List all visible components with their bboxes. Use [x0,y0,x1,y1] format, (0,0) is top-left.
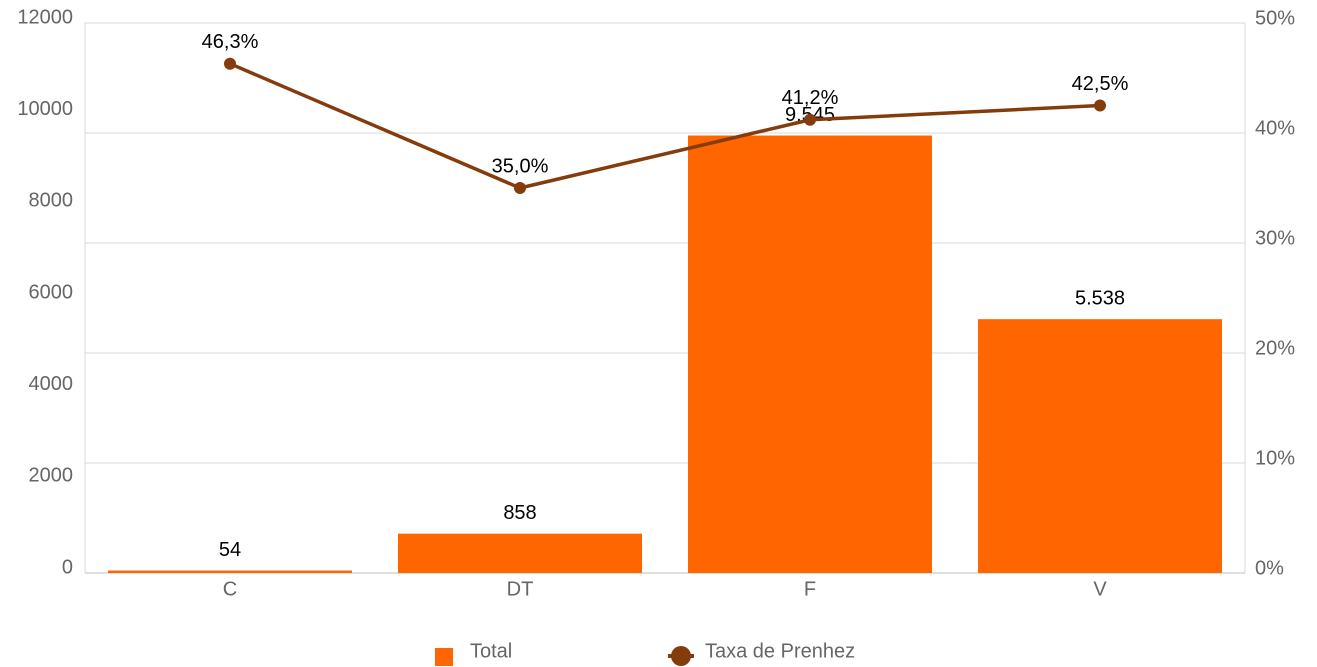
data-label: 42,5% [1072,73,1129,95]
data-label: 41,2% [782,87,839,109]
data-label: 858 [503,502,536,524]
x-tick-label: F [804,578,816,600]
y2-tick-label: 50% [1255,7,1295,29]
y2-tick-label: 20% [1255,337,1295,359]
line-point [1094,99,1106,112]
line-point [224,57,236,70]
line [229,62,1101,190]
y-tick-label: 12000 [17,6,73,28]
bar [688,135,932,574]
data-label: 35,0% [492,155,549,177]
legend-swatch [671,646,691,666]
y2-tick-label: 40% [1255,117,1295,139]
x-tick-label: V [1093,578,1107,600]
y2-tick-label: 10% [1255,447,1295,469]
bar [398,533,642,573]
y-tick-label: 6000 [29,281,74,303]
y-tick-label: 0 [62,556,73,578]
y-tick-label: 4000 [29,373,74,395]
y2-tick-label: 30% [1255,227,1295,249]
x-tick-label: DT [507,578,534,600]
line-point [514,182,526,194]
data-label: 5.538 [1075,287,1125,309]
bar [978,319,1222,573]
data-label: 54 [219,539,241,561]
line-point [804,113,816,126]
legend-swatch [435,648,453,666]
legend-label: Taxa de Prenhez [705,640,855,662]
y-tick-label: 8000 [29,190,74,212]
bar [108,570,352,573]
x-tick-label: C [223,578,237,600]
legend-label: Total [470,640,512,662]
y-tick-label: 10000 [17,98,73,120]
y2-tick-label: 0% [1255,557,1284,579]
y-tick-label: 2000 [29,465,74,487]
data-label: 46,3% [202,31,259,53]
